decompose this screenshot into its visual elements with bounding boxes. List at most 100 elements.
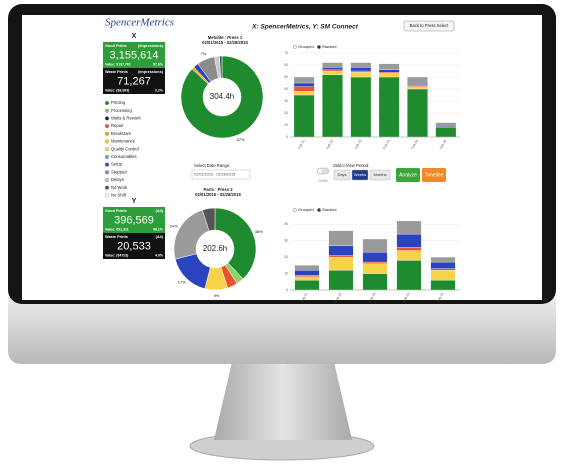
x-tick-label: Feb 04 <box>402 292 411 303</box>
good-title: Good Prints <box>105 209 127 213</box>
good-value: 396,569 <box>114 214 154 226</box>
bar-segment <box>435 127 457 138</box>
slice-label: 87% <box>237 137 245 142</box>
view-radio[interactable] <box>317 45 321 49</box>
legend-label: Setup <box>111 162 123 167</box>
legend-label: Printing <box>111 100 126 105</box>
slice-label: 17% <box>178 279 186 284</box>
screen <box>22 15 542 300</box>
bar-segment <box>350 70 372 73</box>
legend-label: Stopped <box>111 169 127 174</box>
slice-label: 7% <box>200 51 206 56</box>
bar-segment <box>396 247 422 251</box>
legend-swatch <box>105 162 109 167</box>
date-input[interactable] <box>191 169 251 180</box>
bar-segment <box>396 233 422 248</box>
legend-label: Repair <box>111 123 124 128</box>
view-option-label: Grouped <box>298 44 314 49</box>
dashboard: SpencerMetrics X: SpencerMetrics, Y: SM C… <box>103 17 460 303</box>
waste-value: 71,267 <box>117 75 151 87</box>
bar-segment <box>350 72 372 78</box>
panel-label: Y <box>132 198 137 205</box>
x-tick-label: Feb 01 <box>300 292 309 303</box>
bar-segment <box>378 76 400 138</box>
bar-segment <box>407 86 428 90</box>
waste-money: Value: ($3,903) <box>105 88 129 92</box>
x-tick-label: Feb 03 <box>354 139 363 150</box>
y-tick-label: 10 <box>284 271 288 275</box>
pie-slice <box>219 55 223 79</box>
waste-pct: 2.2% <box>155 88 164 92</box>
bar-segment <box>396 260 422 291</box>
good-title: Good Prints <box>105 44 127 48</box>
x-tick-label: Feb 04 <box>382 139 391 150</box>
pie-center-label: 202.6h <box>203 244 227 253</box>
stand-neck <box>214 362 352 440</box>
bar-segment <box>294 276 320 281</box>
bar-segment <box>407 76 428 85</box>
legend-swatch <box>105 116 109 121</box>
pie-slice <box>214 207 257 280</box>
chart-title: Parts : Press 2 <box>203 187 233 192</box>
y-tick-label: 0 <box>286 288 288 292</box>
timeline-button[interactable] <box>422 168 446 182</box>
good-money: Value: €91,311 <box>105 227 129 231</box>
bar-segment <box>430 268 456 271</box>
good-box <box>103 42 165 68</box>
analyze-label: Analyze <box>399 172 417 178</box>
y-tick-label: 30 <box>284 239 288 243</box>
legend-swatch <box>105 178 109 182</box>
slice-label: 38% <box>255 229 263 234</box>
waste-title: Waste Prints <box>105 70 128 74</box>
view-option-label: Stacked <box>322 207 336 212</box>
bar-segment <box>378 73 400 78</box>
view-radio[interactable] <box>317 208 321 212</box>
x-tick-label: Feb 06 <box>439 139 448 150</box>
good-value: 3,155,614 <box>110 49 159 61</box>
waste-pct: 4.9% <box>155 253 164 257</box>
view-radio[interactable] <box>293 208 297 212</box>
bar-segment <box>435 126 457 128</box>
bar-segment <box>362 252 388 263</box>
slice-label: 24% <box>170 223 178 228</box>
bar-segment <box>378 63 400 70</box>
bar-segment <box>328 230 354 246</box>
analyze-button[interactable] <box>396 168 420 182</box>
period-button[interactable] <box>369 169 391 181</box>
good-money: Value: $137,761 <box>105 62 131 66</box>
legend-label: Quality Control <box>111 146 139 151</box>
pie-center-label: 304.4h <box>210 92 234 101</box>
waste-money: Value: (€4723) <box>105 253 128 257</box>
bar-segment <box>407 88 428 138</box>
bar-segment <box>396 220 422 235</box>
bar-segment <box>328 256 354 271</box>
period-button[interactable] <box>333 169 351 181</box>
date-value: 02/01/2015 - 02/28/2015 <box>194 173 235 177</box>
chart-subtitle: 02/01/2015 - 02/28/2015 <box>202 40 248 45</box>
bar-segment <box>322 67 343 70</box>
back-button[interactable] <box>403 20 455 32</box>
toggle-label: Shifts <box>318 179 328 183</box>
waste-unit: (Impressions) <box>138 70 164 74</box>
y-tick-label: 40 <box>284 222 288 226</box>
y-tick-label: 0 <box>286 135 288 139</box>
bar-segment <box>407 84 428 86</box>
chart-title: Metolite : Press 1 <box>208 35 243 40</box>
good-unit: (Impressions) <box>138 44 164 48</box>
bar-segment <box>430 256 456 263</box>
bar-segment <box>378 69 400 73</box>
bar-segment <box>293 82 315 87</box>
timeline-label: Timeline <box>425 172 444 178</box>
bar-segment <box>350 67 372 72</box>
view-radio[interactable] <box>293 45 297 49</box>
legend-swatch <box>105 185 109 190</box>
y-tick-label: 70 <box>284 51 288 55</box>
legend-swatch <box>105 170 109 175</box>
x-tick-label: Feb 03 <box>368 292 377 303</box>
legend-swatch <box>105 131 109 136</box>
legend-label: Waits & Rework <box>111 116 142 121</box>
period-button[interactable] <box>351 169 369 181</box>
bar-segment <box>378 72 400 74</box>
good-pct: 96.1% <box>153 227 164 231</box>
y-tick-label: 60 <box>284 63 288 67</box>
